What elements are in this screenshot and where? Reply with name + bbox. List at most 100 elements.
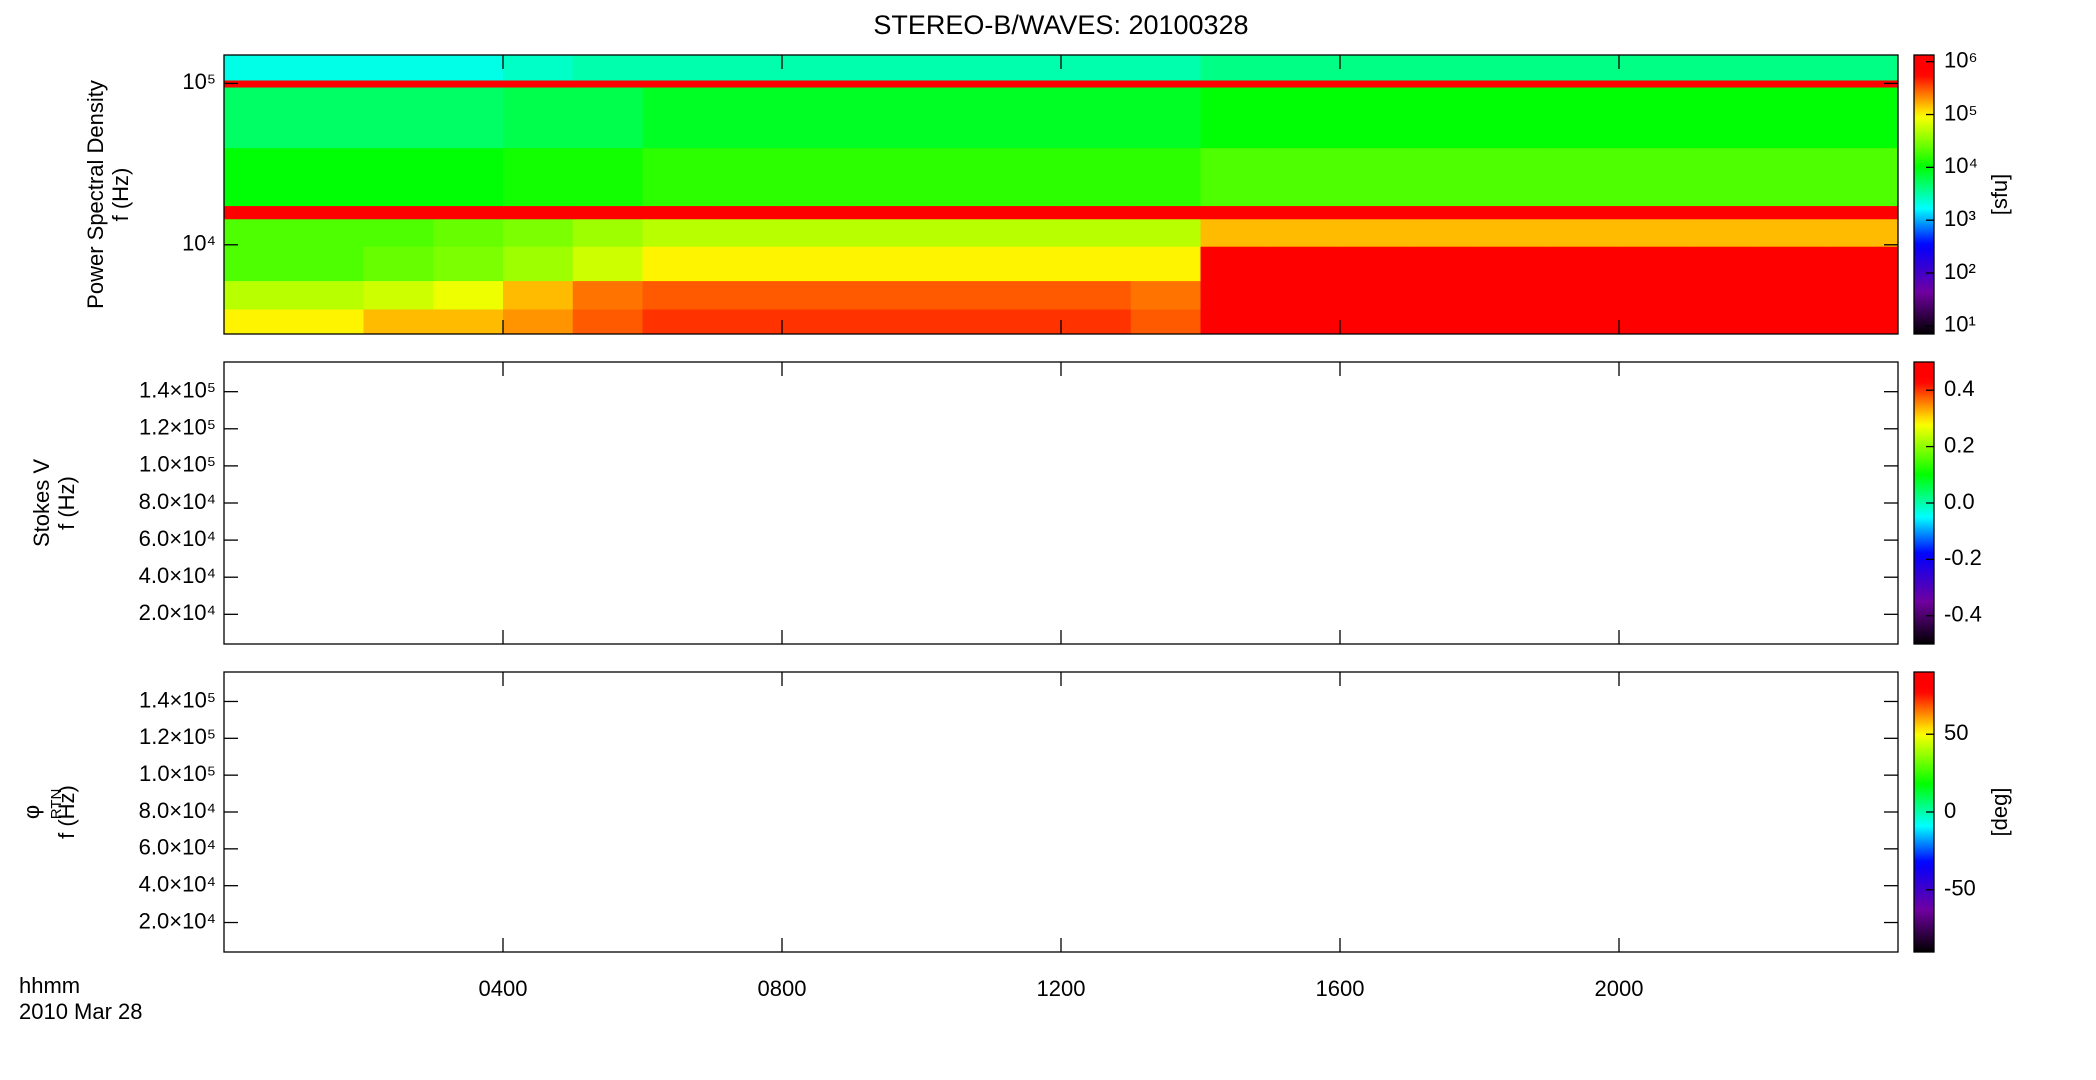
heatmap-cell [1758, 87, 1829, 149]
heatmap-cell [1828, 147, 1899, 207]
heatmap-cell [433, 218, 504, 247]
colorbar-tick-label: -0.2 [1944, 545, 1982, 570]
heatmap-cell [1758, 147, 1829, 207]
heatmap-cell [991, 79, 1062, 88]
colorbar-tick-label: 10¹ [1944, 312, 1976, 337]
heatmap-cell [1061, 55, 1132, 81]
heatmap-cell [363, 205, 434, 220]
heatmap-cell [851, 87, 922, 149]
heatmap-cell [1758, 218, 1829, 247]
heatmap-cell [712, 246, 783, 282]
heatmap-cell [1409, 79, 1480, 88]
heatmap-cell [1619, 87, 1690, 149]
heatmap-cell [642, 55, 713, 81]
heatmap-cell [921, 280, 992, 310]
heatmap-cell [433, 79, 504, 88]
heatmap-cell [503, 246, 574, 282]
y-tick-label: 1.0×10⁵ [139, 452, 216, 477]
y-tick-label: 1.2×10⁵ [139, 415, 216, 440]
heatmap-cell [712, 87, 783, 149]
heatmap-cell [991, 246, 1062, 282]
heatmap-cell [642, 205, 713, 220]
heatmap-cell [851, 246, 922, 282]
heatmap-cell [1688, 205, 1759, 220]
heatmap-cell [851, 309, 922, 335]
heatmap-cell [293, 309, 364, 335]
y-tick-label: 1.4×10⁵ [139, 377, 216, 402]
colorbar-tick-label: 10³ [1944, 206, 1976, 231]
heatmap-cell [1340, 79, 1411, 88]
heatmap-cell [1061, 246, 1132, 282]
heatmap-cell [1061, 147, 1132, 207]
y-tick-label: 1.4×10⁵ [139, 687, 216, 712]
heatmap-cell [1479, 205, 1550, 220]
heatmap-cell [1479, 218, 1550, 247]
heatmap-cell [1130, 147, 1201, 207]
heatmap-cell [572, 309, 643, 335]
heatmap-cell [921, 218, 992, 247]
colorbar-tick-label: -0.4 [1944, 602, 1982, 627]
heatmap-cell [1409, 87, 1480, 149]
heatmap-cell [433, 205, 504, 220]
y-tick-label: 10⁵ [182, 69, 216, 94]
heatmap-cell [1130, 79, 1201, 88]
heatmap-cell [1200, 218, 1271, 247]
heatmap-cell [1688, 218, 1759, 247]
heatmap-cell [363, 280, 434, 310]
heatmap-cell [1688, 87, 1759, 149]
heatmap-cell [1619, 309, 1690, 335]
x-tick-label: 2000 [1595, 976, 1644, 1001]
heatmap-cell [433, 87, 504, 149]
heatmap-cell [991, 218, 1062, 247]
heatmap-cell [1479, 87, 1550, 149]
heatmap-cell [1688, 280, 1759, 310]
heatmap-cell [1061, 309, 1132, 335]
heatmap-cell [1061, 218, 1132, 247]
heatmap-cell [293, 280, 364, 310]
heatmap-cell [1200, 309, 1271, 335]
heatmap-cell [363, 309, 434, 335]
heatmap-cell [224, 55, 295, 81]
colorbar-tick-label: 10⁴ [1944, 153, 1978, 178]
x-axis-label: hhmm [19, 973, 80, 998]
heatmap-cell [293, 218, 364, 247]
heatmap-cell [1340, 55, 1411, 81]
heatmap-cell [363, 246, 434, 282]
heatmap-cell [1130, 218, 1201, 247]
heatmap-cell [1619, 147, 1690, 207]
heatmap-cell [1619, 205, 1690, 220]
heatmap-cell [1200, 280, 1271, 310]
colorbar-tick-label: 10⁵ [1944, 100, 1978, 125]
heatmap-cell [921, 147, 992, 207]
heatmap-cell [1130, 280, 1201, 310]
heatmap-cell [1828, 205, 1899, 220]
heatmap-cell [712, 55, 783, 81]
heatmap-cell [1479, 79, 1550, 88]
heatmap-cell [572, 218, 643, 247]
heatmap-cell [1270, 218, 1341, 247]
chart-title: STEREO-B/WAVES: 20100328 [873, 10, 1248, 40]
heatmap-cell [851, 205, 922, 220]
heatmap-cell [1828, 309, 1899, 335]
heatmap-cell [1340, 147, 1411, 207]
heatmap-cell [503, 218, 574, 247]
heatmap-cell [1200, 246, 1271, 282]
heatmap-cell [363, 79, 434, 88]
heatmap-cell [1409, 280, 1480, 310]
heatmap-cell [1270, 309, 1341, 335]
heatmap-cell [1270, 246, 1341, 282]
heatmap-cell [1758, 246, 1829, 282]
y-axis-label: φ [19, 805, 44, 819]
heatmap-cell [1340, 205, 1411, 220]
heatmap-cell [1619, 79, 1690, 88]
heatmap-cell [1549, 147, 1620, 207]
heatmap-cell [782, 87, 853, 149]
heatmap-cell [1340, 218, 1411, 247]
y-tick-label: 6.0×10⁴ [139, 835, 216, 860]
heatmap-cell [293, 205, 364, 220]
colorbar-label: [deg] [1987, 788, 2012, 837]
heatmap-cell [782, 246, 853, 282]
heatmap-cell [363, 87, 434, 149]
heatmap-cell [851, 218, 922, 247]
